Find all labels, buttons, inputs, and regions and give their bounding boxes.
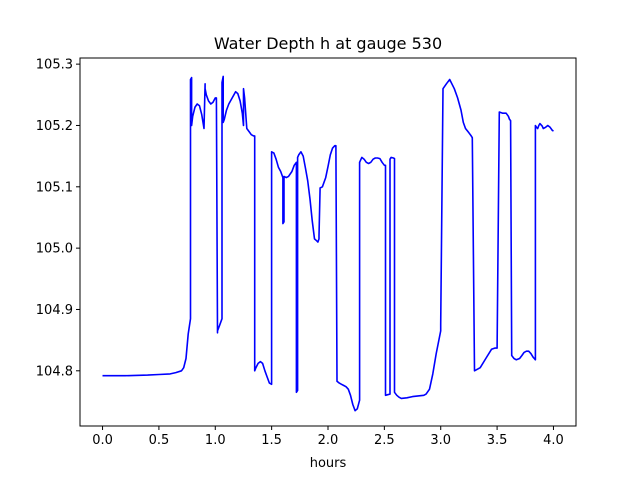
plot-area xyxy=(102,75,554,412)
x-tick-label: 4.0 xyxy=(543,433,564,448)
y-tick-label: 104.8 xyxy=(36,364,73,379)
x-axis-label: hours xyxy=(310,456,347,471)
chart-title: Water Depth h at gauge 530 xyxy=(214,34,442,53)
y-tick-label: 104.9 xyxy=(36,303,73,318)
x-tick-label: 3.0 xyxy=(430,433,451,448)
x-tick-label: 0.0 xyxy=(92,433,113,448)
series-line xyxy=(102,75,554,412)
x-tick-label: 0.5 xyxy=(149,433,170,448)
y-axis: 104.8 104.9 105.0 105.1 105.2 105.3 xyxy=(36,58,80,379)
y-tick-label: 105.3 xyxy=(36,58,73,73)
x-axis: 0.0 0.5 1.0 1.5 2.0 2.5 3.0 3.5 4.0 xyxy=(92,426,564,448)
x-tick-label: 1.0 xyxy=(205,433,226,448)
plot-frame xyxy=(79,57,577,427)
y-tick-label: 105.1 xyxy=(36,180,73,195)
x-tick-label: 2.0 xyxy=(318,433,339,448)
x-tick-label: 2.5 xyxy=(374,433,395,448)
x-tick-label: 1.5 xyxy=(261,433,282,448)
y-tick-label: 105.0 xyxy=(36,242,73,257)
x-tick-label: 3.5 xyxy=(487,433,508,448)
y-tick-label: 105.2 xyxy=(36,119,73,134)
